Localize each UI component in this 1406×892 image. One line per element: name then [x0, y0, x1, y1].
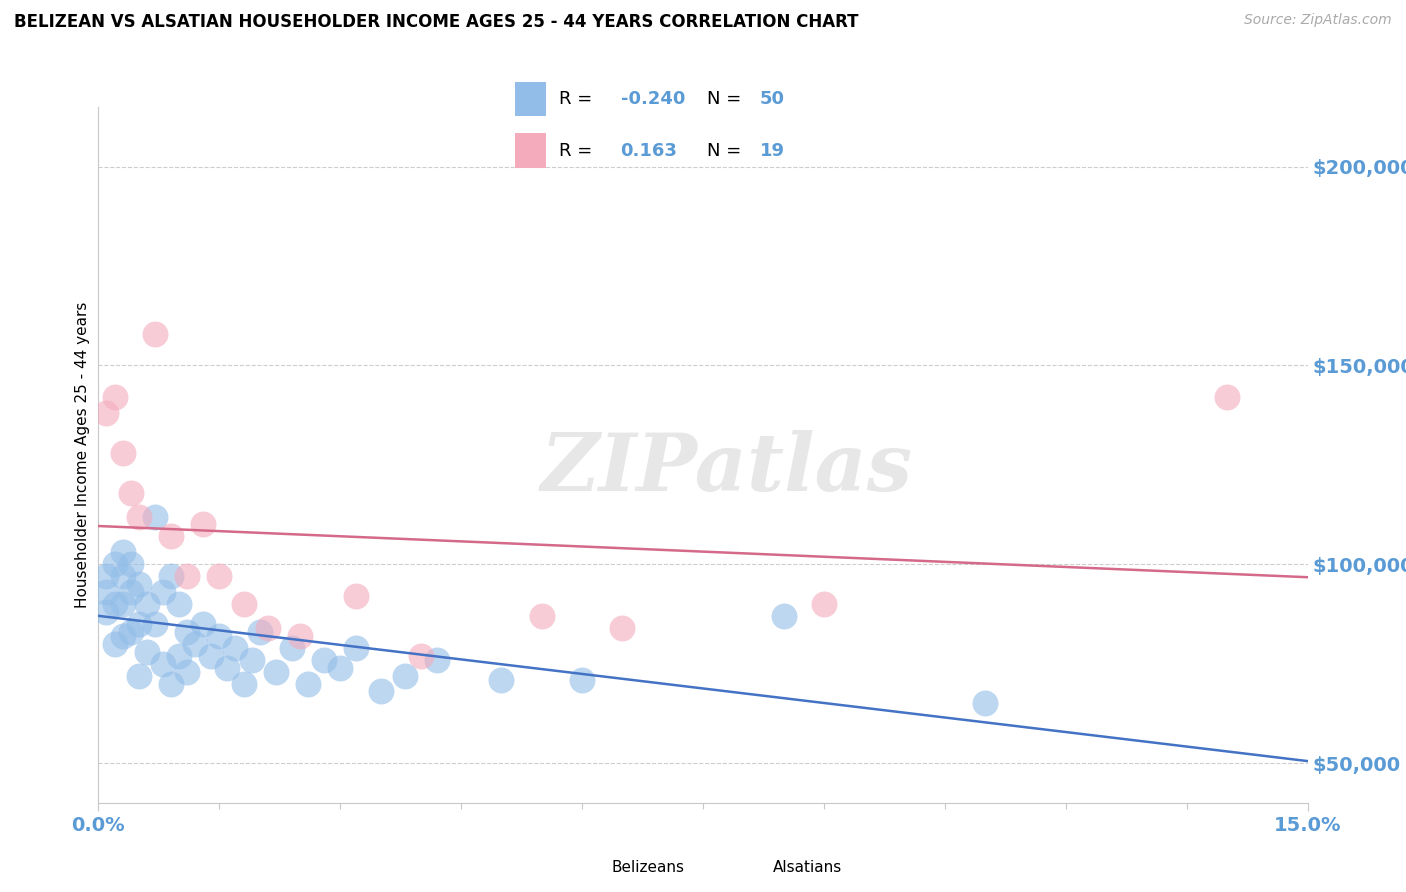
Text: N =: N = — [707, 142, 741, 160]
Point — [232, 676, 254, 690]
Point — [281, 640, 304, 655]
Y-axis label: Householder Income Ages 25 - 44 years: Householder Income Ages 25 - 44 years — [75, 301, 90, 608]
Point — [96, 406, 118, 420]
Text: -0.240: -0.240 — [620, 90, 685, 108]
Point — [314, 653, 336, 667]
Point — [135, 597, 157, 611]
Point — [491, 673, 513, 687]
Point — [103, 637, 125, 651]
Point — [224, 640, 246, 655]
Point — [160, 676, 183, 690]
Point — [120, 585, 142, 599]
Point — [256, 621, 278, 635]
Text: 50: 50 — [759, 90, 785, 108]
Bar — [516, 134, 547, 168]
Point — [96, 569, 118, 583]
Point — [103, 558, 125, 572]
Point — [409, 648, 432, 663]
Text: BELIZEAN VS ALSATIAN HOUSEHOLDER INCOME AGES 25 - 44 YEARS CORRELATION CHART: BELIZEAN VS ALSATIAN HOUSEHOLDER INCOME … — [14, 13, 859, 31]
Point — [160, 569, 183, 583]
Point — [111, 569, 134, 583]
Point — [974, 697, 997, 711]
Point — [176, 665, 198, 679]
Point — [143, 326, 166, 341]
Text: Belizeans: Belizeans — [612, 861, 685, 875]
Point — [152, 657, 174, 671]
Point — [217, 660, 239, 674]
Point — [200, 648, 222, 663]
Point — [193, 616, 215, 631]
Point — [571, 673, 593, 687]
Point — [120, 624, 142, 639]
Text: 19: 19 — [759, 142, 785, 160]
Point — [344, 589, 367, 603]
Point — [152, 585, 174, 599]
Text: R =: R = — [558, 90, 592, 108]
Point — [143, 509, 166, 524]
Point — [176, 624, 198, 639]
Text: Alsatians: Alsatians — [773, 861, 842, 875]
Point — [530, 609, 553, 624]
Point — [120, 485, 142, 500]
Point — [103, 390, 125, 404]
Point — [96, 585, 118, 599]
Point — [128, 577, 150, 591]
Point — [103, 597, 125, 611]
Point — [143, 616, 166, 631]
Bar — [516, 82, 547, 116]
Point — [344, 640, 367, 655]
Point — [329, 660, 352, 674]
Text: ZIPatlas: ZIPatlas — [541, 430, 914, 508]
Point — [232, 597, 254, 611]
Point — [111, 629, 134, 643]
Point — [135, 645, 157, 659]
Point — [128, 616, 150, 631]
Point — [96, 605, 118, 619]
Point — [394, 668, 416, 682]
Point — [111, 597, 134, 611]
Text: 0.163: 0.163 — [620, 142, 678, 160]
Point — [370, 684, 392, 698]
Point — [128, 668, 150, 682]
Point — [1216, 390, 1239, 404]
Point — [208, 629, 231, 643]
Point — [120, 558, 142, 572]
Text: Source: ZipAtlas.com: Source: ZipAtlas.com — [1244, 13, 1392, 28]
Point — [264, 665, 287, 679]
Point — [249, 624, 271, 639]
Point — [128, 509, 150, 524]
Point — [111, 446, 134, 460]
Point — [612, 621, 634, 635]
Point — [772, 609, 794, 624]
Point — [167, 648, 190, 663]
Point — [167, 597, 190, 611]
Point — [208, 569, 231, 583]
Point — [184, 637, 207, 651]
Point — [160, 529, 183, 543]
Point — [426, 653, 449, 667]
Text: R =: R = — [558, 142, 592, 160]
Point — [111, 545, 134, 559]
Point — [240, 653, 263, 667]
Point — [193, 517, 215, 532]
Point — [288, 629, 311, 643]
Point — [297, 676, 319, 690]
Text: N =: N = — [707, 90, 741, 108]
Point — [176, 569, 198, 583]
Point — [813, 597, 835, 611]
